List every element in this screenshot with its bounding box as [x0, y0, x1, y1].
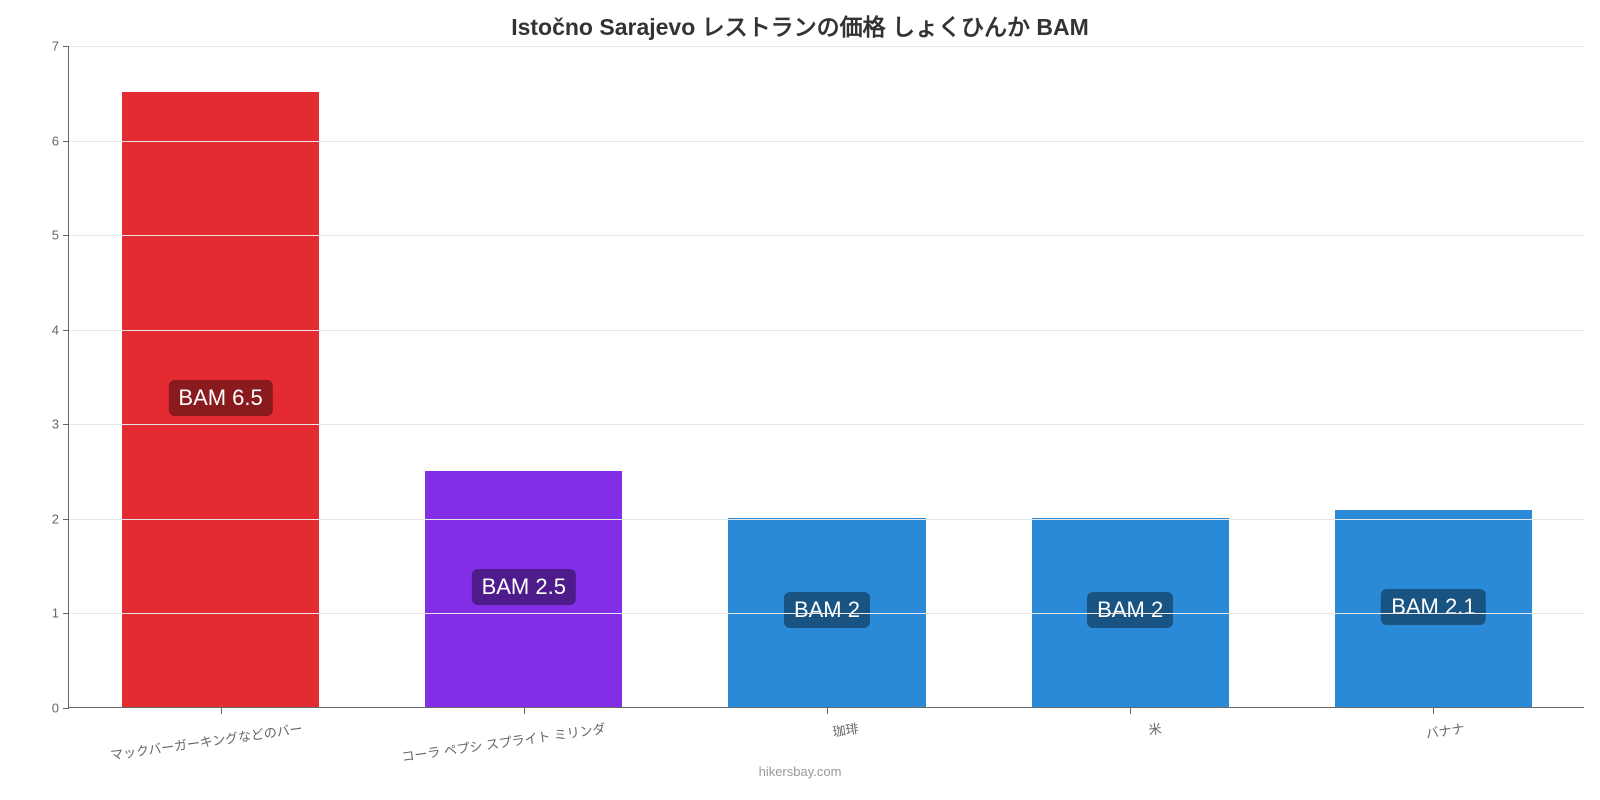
xtick-mark: [1433, 708, 1434, 714]
plot-area: BAM 6.5BAM 2.5BAM 2BAM 2BAM 2.1 01234567…: [68, 46, 1584, 708]
bar-slot: BAM 2: [675, 46, 978, 707]
ytick-label: 3: [52, 417, 69, 432]
xtick-label: バナナ: [1425, 718, 1466, 742]
xtick-label: マックバーガーキングなどのバー: [109, 718, 304, 764]
ytick-label: 0: [52, 701, 69, 716]
xtick-mark: [524, 708, 525, 714]
grid-line: [69, 46, 1584, 47]
ytick-label: 6: [52, 133, 69, 148]
bar-value-label: BAM 6.5: [168, 380, 272, 416]
grid-line: [69, 330, 1584, 331]
ytick-label: 5: [52, 228, 69, 243]
bar: BAM 6.5: [122, 92, 319, 707]
grid-line: [69, 424, 1584, 425]
chart-container: Istočno Sarajevo レストランの価格 しょくひんか BAM BAM…: [0, 0, 1600, 800]
grid-line: [69, 235, 1584, 236]
bar-slot: BAM 2: [979, 46, 1282, 707]
ytick-label: 1: [52, 606, 69, 621]
grid-line: [69, 613, 1584, 614]
bar-slot: BAM 2.5: [372, 46, 675, 707]
credit-text: hikersbay.com: [0, 764, 1600, 779]
bar-value-label: BAM 2: [1087, 592, 1173, 628]
bar-slot: BAM 2.1: [1282, 46, 1585, 707]
bar: BAM 2.5: [425, 471, 622, 707]
bar: BAM 2.1: [1335, 510, 1532, 707]
xtick-mark: [221, 708, 222, 714]
xtick-label: 珈琲: [831, 718, 859, 740]
bar-value-label: BAM 2.5: [472, 569, 576, 605]
bar: BAM 2: [1032, 518, 1229, 707]
bar-value-label: BAM 2.1: [1381, 589, 1485, 625]
ytick-label: 4: [52, 322, 69, 337]
bar: BAM 2: [728, 518, 925, 707]
xtick-mark: [1130, 708, 1131, 714]
bar-slot: BAM 6.5: [69, 46, 372, 707]
ytick-label: 2: [52, 511, 69, 526]
chart-title: Istočno Sarajevo レストランの価格 しょくひんか BAM: [0, 8, 1600, 42]
bars-group: BAM 6.5 BAM 2.5 BAM 2 BAM 2 BAM 2.1: [69, 46, 1584, 707]
xtick-label: コーラ ペプシ スプライト ミリンダ: [400, 718, 606, 765]
xtick-label: 米: [1147, 718, 1163, 739]
ytick-label: 7: [52, 39, 69, 54]
grid-line: [69, 519, 1584, 520]
bar-value-label: BAM 2: [784, 592, 870, 628]
grid-line: [69, 141, 1584, 142]
xtick-mark: [827, 708, 828, 714]
